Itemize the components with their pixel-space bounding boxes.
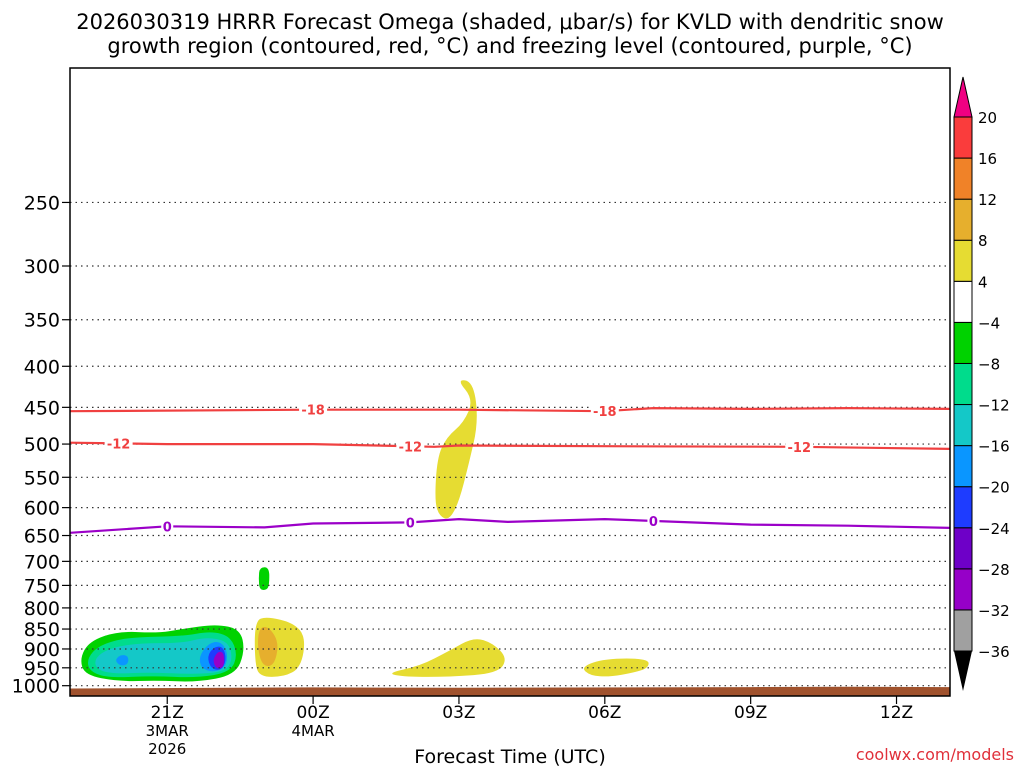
y-tick-label: 350 xyxy=(24,310,60,332)
colorbar-bin xyxy=(953,280,973,323)
contour-label-bg xyxy=(299,402,328,417)
contour-label-bg xyxy=(785,439,814,454)
y-tick-label: 250 xyxy=(24,192,60,214)
y-tick-label: 950 xyxy=(24,658,60,680)
source-credit: coolwx.com/models xyxy=(856,745,1014,764)
colorbar-level-label: −24 xyxy=(978,520,1010,538)
colorbar-bin xyxy=(953,527,973,570)
pressure-axis: 2503003504004505005506006507007508008509… xyxy=(12,192,70,698)
colorbar-bin xyxy=(953,486,973,529)
colorbar-bin xyxy=(953,239,973,282)
x-tick-label: 06Z xyxy=(588,703,621,723)
omega-region xyxy=(435,380,477,519)
contour-label: 0 xyxy=(406,516,415,531)
colorbar-bin xyxy=(953,198,973,241)
omega-region xyxy=(258,567,270,590)
omega-region xyxy=(116,655,129,666)
omega-region xyxy=(583,658,649,677)
y-tick-label: 600 xyxy=(24,498,60,520)
contour-label-bg xyxy=(104,436,133,451)
contour-label-bg xyxy=(647,513,660,528)
colorbar-level-label: −16 xyxy=(978,438,1010,456)
contour-label: 0 xyxy=(163,520,172,535)
y-tick-label: 1000 xyxy=(12,676,60,698)
omega-colorbar: −36 −32 −28 −24 −20 −16 −12 −8 −4 4 8 12 16 20 xyxy=(953,76,1010,691)
colorbar-bin xyxy=(953,609,973,652)
colorbar-level-label: 4 xyxy=(978,273,988,291)
colorbar-level-label: 12 xyxy=(978,191,997,209)
x-tick-label: 00Z xyxy=(296,703,329,723)
y-tick-label: 750 xyxy=(24,575,60,597)
x-tick-label: 09Z xyxy=(734,703,767,723)
colorbar-bin xyxy=(953,321,973,364)
omega-region xyxy=(213,651,225,669)
contour-label: -12 xyxy=(107,437,131,452)
x-tick-label: 03Z xyxy=(442,703,475,723)
plot-frame xyxy=(69,67,951,697)
contour-label: -18 xyxy=(301,404,325,419)
y-tick-label: 850 xyxy=(24,619,60,641)
colorbar-level-label: −20 xyxy=(978,479,1010,497)
contour-label-bg xyxy=(404,515,417,530)
x-tick-date: 3MAR xyxy=(146,722,189,740)
colorbar-under-arrow xyxy=(954,651,972,691)
y-tick-label: 400 xyxy=(24,356,60,378)
chart-title-line-1: 2026030319 HRRR Forecast Omega (shaded, … xyxy=(76,10,944,34)
colorbar-bin xyxy=(953,157,973,200)
colorbar-level-label: −36 xyxy=(978,643,1010,661)
x-tick-date: 4MAR xyxy=(292,722,335,740)
contour-label-bg xyxy=(161,519,174,534)
colorbar-bin xyxy=(953,362,973,406)
y-tick-label: 300 xyxy=(24,256,60,278)
y-tick-label: 650 xyxy=(24,526,60,548)
omega-region xyxy=(392,639,505,677)
contour-line xyxy=(69,441,951,450)
colorbar-level-label: −32 xyxy=(978,602,1010,620)
colorbar-over-arrow xyxy=(953,76,973,118)
y-tick-label: 900 xyxy=(24,639,60,661)
colorbar-level-label: 20 xyxy=(978,109,997,127)
contour-label: 0 xyxy=(649,515,658,530)
y-tick-label: 700 xyxy=(24,551,60,573)
contour-label: -18 xyxy=(593,405,617,420)
ground-terrain xyxy=(70,686,950,696)
chart-title-line-2: growth region (contoured, red, °C) and f… xyxy=(107,34,912,58)
shaded-omega-regions xyxy=(81,380,649,682)
contour-label: -12 xyxy=(399,440,423,455)
terrain-layer xyxy=(70,686,950,696)
y-tick-label: 500 xyxy=(24,434,60,456)
pressure-gridlines xyxy=(70,201,950,687)
y-tick-label: 800 xyxy=(24,598,60,620)
omega-region xyxy=(258,627,278,666)
y-tick-label: 550 xyxy=(24,467,60,489)
x-tick-label: 12Z xyxy=(880,703,913,723)
colorbar-bin xyxy=(953,404,973,447)
contour-line xyxy=(69,517,951,534)
contour-label: -12 xyxy=(788,441,812,456)
colorbar-level-label: −8 xyxy=(978,355,1000,373)
colorbar-bin xyxy=(953,445,973,488)
y-tick-label: 450 xyxy=(24,397,60,419)
colorbar-bin xyxy=(953,116,973,159)
x-tick-year: 2026 xyxy=(148,740,186,758)
colorbar-level-label: 16 xyxy=(978,150,997,168)
colorbar-level-label: −4 xyxy=(978,314,1000,332)
contour-label-bg xyxy=(396,439,425,454)
x-tick-label: 21Z xyxy=(151,703,184,723)
colorbar-level-label: −28 xyxy=(978,561,1010,579)
colorbar-level-label: −12 xyxy=(978,397,1010,415)
omega-region xyxy=(95,638,232,674)
x-axis-label: Forecast Time (UTC) xyxy=(414,746,605,768)
colorbar-level-label: 8 xyxy=(978,232,988,250)
colorbar-bin xyxy=(953,568,973,611)
temperature-contours: -18 -18 -12 -12 -12 0 0 0 xyxy=(69,402,951,535)
contour-line xyxy=(69,406,951,413)
contour-label-bg xyxy=(590,404,619,419)
